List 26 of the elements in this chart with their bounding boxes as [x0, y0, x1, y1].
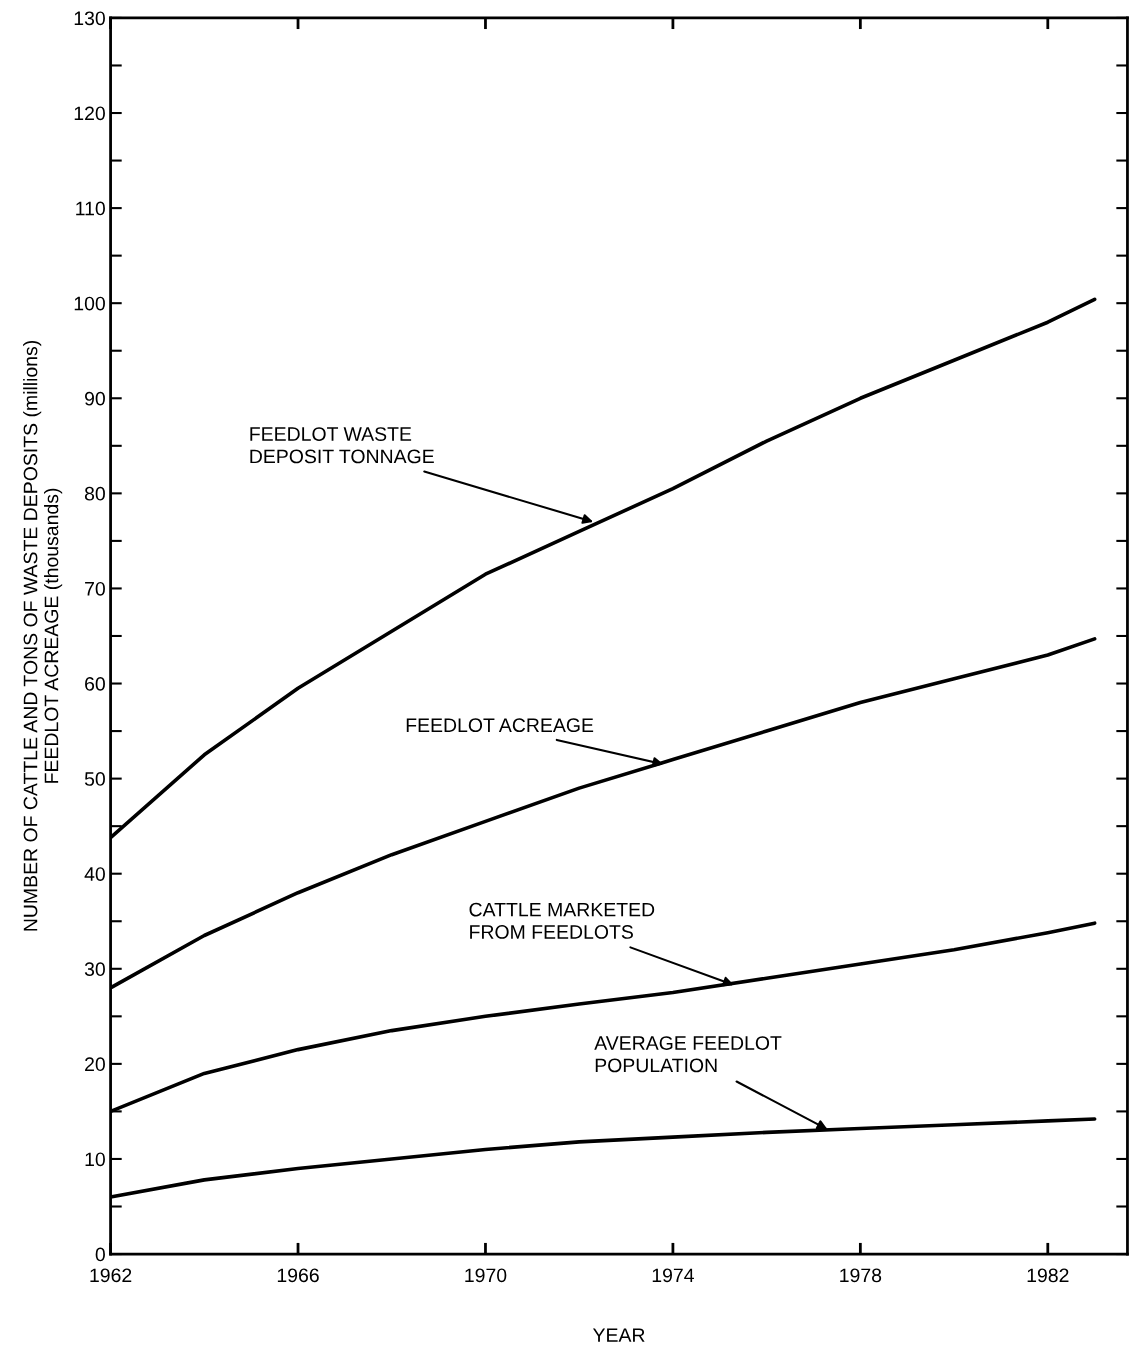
- annotation: FEEDLOT ACREAGE: [406, 718, 594, 733]
- y-tick-label: 110: [76, 201, 105, 216]
- y-tick-label: 40: [84, 867, 105, 881]
- annotation: AVERAGE FEEDLOT POPULATION: [594, 1036, 782, 1073]
- y-tick-label: 120: [74, 106, 105, 121]
- y-tick-label: 60: [85, 677, 105, 691]
- x-tick-label: 1982: [1027, 1268, 1069, 1283]
- y-tick-label: 70: [85, 581, 105, 596]
- y-tick-label: 100: [74, 296, 105, 311]
- y-tick-label: 80: [84, 486, 105, 501]
- y-tick-label: 130: [74, 11, 105, 26]
- x-tick-label: 1970: [465, 1268, 507, 1283]
- y-tick-label: 30: [84, 962, 105, 977]
- y-tick-label: 10: [85, 1152, 105, 1167]
- y-tick-label: 90: [85, 391, 105, 406]
- x-tick-label: 1966: [277, 1268, 319, 1283]
- x-tick-label: 1974: [652, 1268, 694, 1283]
- x-tick-label: 1962: [90, 1268, 132, 1283]
- annotation: FEEDLOT WASTE DEPOSIT TONNAGE: [250, 427, 434, 464]
- y-tick-label: 50: [84, 772, 105, 786]
- x-tick-label: 1978: [840, 1268, 882, 1283]
- y-axis-title: NUMBER OF CATTLE AND TONS OF WASTE DEPOSITS (millions) FEEDLOT ACREAGE (thousands): [23, 340, 63, 931]
- annotation: CATTLE MARKETED FROM FEEDLOTS: [469, 902, 655, 939]
- x-axis-title: YEAR: [592, 1328, 645, 1342]
- y-tick-label: 20: [85, 1057, 105, 1072]
- y-tick-label: 0: [95, 1247, 105, 1262]
